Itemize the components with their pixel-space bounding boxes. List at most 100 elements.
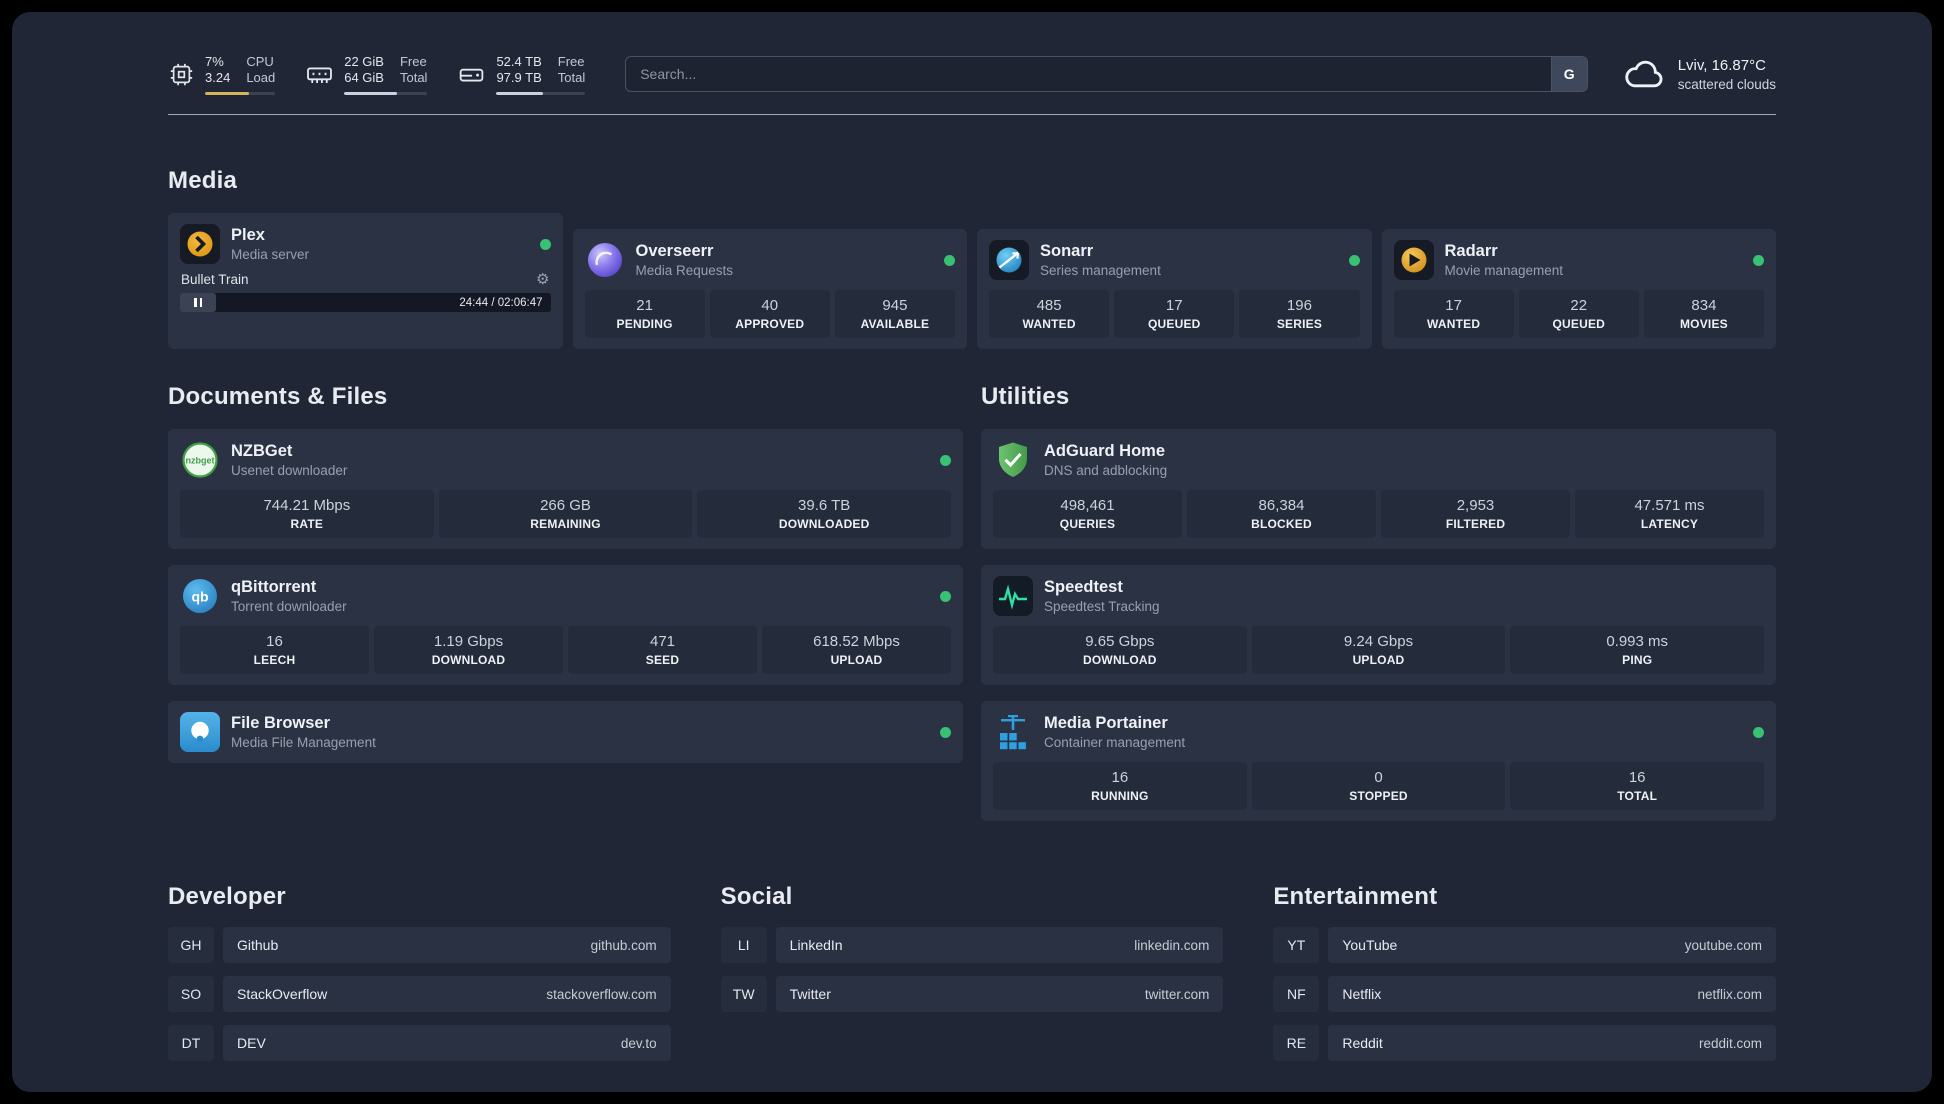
stat-value: 2,953 bbox=[1456, 497, 1495, 514]
cpu-metric: 7% 3.24 CPU Load bbox=[168, 53, 276, 95]
section-title-media: Media bbox=[168, 167, 238, 194]
app-name: qBittorrent bbox=[231, 578, 317, 596]
stat-label: UPLOAD bbox=[1352, 653, 1405, 667]
dashboard-screen: 7% 3.24 CPU Load bbox=[12, 12, 1932, 1092]
stat-label: TOTAL bbox=[1617, 789, 1658, 803]
svg-text:nzbget: nzbget bbox=[186, 456, 215, 466]
stat-label: LEECH bbox=[253, 653, 296, 667]
ram-free-label: Free bbox=[399, 53, 427, 69]
stat-value: 471 bbox=[649, 633, 676, 650]
bookmark-abbr: DT bbox=[168, 1025, 214, 1061]
speedtest-icon bbox=[993, 576, 1033, 616]
bookmark-linkedin[interactable]: LI LinkedIn linkedin.com bbox=[720, 927, 1224, 963]
bookmark-abbr: RE bbox=[1273, 1025, 1320, 1061]
stat-label: AVAILABLE bbox=[860, 317, 930, 331]
stat-value: 9.24 Gbps bbox=[1343, 633, 1414, 650]
stat-label: UPLOAD bbox=[830, 653, 883, 667]
topbar-divider bbox=[168, 114, 1776, 115]
app-card-nzbget[interactable]: nzbget NZBGet Usenet downloader 744.21 M… bbox=[168, 429, 963, 549]
stat-box: 86,384 BLOCKED bbox=[1187, 490, 1376, 538]
bookmark-name: StackOverflow bbox=[237, 986, 328, 1002]
stat-box: 39.6 TB DOWNLOADED bbox=[697, 490, 952, 538]
app-card-adguard[interactable]: AdGuard Home DNS and adblocking 498,461 … bbox=[981, 429, 1776, 549]
app-card-qbittorrent[interactable]: qb qBittorrent Torrent downloader 16 LEE… bbox=[168, 565, 963, 685]
stat-box: 16 LEECH bbox=[180, 626, 369, 674]
media-card-row: Plex Media server Bullet Train ⚙ 24:44 /… bbox=[168, 213, 1776, 349]
now-playing-title: Bullet Train bbox=[181, 272, 249, 287]
stat-box: 471 SEED bbox=[568, 626, 757, 674]
app-name: Sonarr bbox=[1040, 242, 1094, 260]
stat-box: 17 QUEUED bbox=[1114, 290, 1235, 338]
stat-value: 834 bbox=[1691, 297, 1717, 314]
status-indicator bbox=[1753, 726, 1764, 738]
app-name: Radarr bbox=[1444, 242, 1498, 260]
pause-icon[interactable] bbox=[180, 293, 216, 312]
search-engine-button[interactable]: G bbox=[1550, 57, 1587, 91]
app-subtitle: Media Requests bbox=[635, 263, 734, 278]
weather-location: Lviv, 16.87°C bbox=[1677, 56, 1766, 74]
bookmark-github[interactable]: GH Github github.com bbox=[168, 927, 671, 963]
stat-box: 40 APPROVED bbox=[709, 290, 830, 338]
app-subtitle: Usenet downloader bbox=[231, 463, 348, 478]
sonarr-icon bbox=[989, 240, 1029, 280]
stat-label: WANTED bbox=[1426, 317, 1481, 331]
app-card-sonarr[interactable]: Sonarr Series management 485 WANTED 17 Q… bbox=[977, 229, 1372, 349]
bookmark-name: Github bbox=[237, 937, 279, 953]
gear-icon[interactable]: ⚙ bbox=[536, 271, 550, 288]
bookmark-abbr: GH bbox=[168, 927, 214, 963]
disk-usage-bar bbox=[496, 91, 586, 95]
app-card-plex[interactable]: Plex Media server Bullet Train ⚙ 24:44 /… bbox=[168, 213, 563, 349]
status-indicator bbox=[940, 726, 951, 738]
bookmark-netflix[interactable]: NF Netflix netflix.com bbox=[1273, 976, 1776, 1012]
app-card-radarr[interactable]: Radarr Movie management 17 WANTED 22 QUE… bbox=[1381, 229, 1776, 349]
stat-box: 498,461 QUERIES bbox=[993, 490, 1182, 538]
stat-label: DOWNLOADED bbox=[778, 517, 870, 531]
bookmark-name: DEV bbox=[237, 1035, 266, 1051]
stat-value: 498,461 bbox=[1060, 497, 1115, 514]
bookmark-abbr: YT bbox=[1273, 927, 1320, 963]
stat-label: SERIES bbox=[1276, 317, 1323, 331]
disk-metric: 52.4 TB 97.9 TB Free Total bbox=[457, 53, 586, 95]
stat-value: 744.21 Mbps bbox=[263, 497, 351, 514]
app-subtitle: Container management bbox=[1044, 735, 1186, 750]
bookmark-youtube[interactable]: YT YouTube youtube.com bbox=[1273, 927, 1776, 963]
app-card-filebrowser[interactable]: File Browser Media File Management bbox=[168, 701, 963, 763]
chip-icon bbox=[170, 63, 193, 85]
disk-free-label: Free bbox=[557, 53, 585, 69]
stat-label: STOPPED bbox=[1349, 789, 1408, 803]
stat-value: 40 bbox=[761, 297, 779, 314]
stat-label: DOWNLOAD bbox=[431, 653, 506, 667]
bookmark-reddit[interactable]: RE Reddit reddit.com bbox=[1273, 1025, 1776, 1061]
cpu-usage-value: 7% bbox=[205, 53, 224, 69]
stat-box: 744.21 Mbps RATE bbox=[180, 490, 434, 538]
playback-progress-bar[interactable]: 24:44 / 02:06:47 bbox=[180, 293, 551, 312]
bookmark-url: reddit.com bbox=[1698, 1035, 1762, 1051]
stat-box: 0 STOPPED bbox=[1251, 762, 1506, 810]
bookmark-twitter[interactable]: TW Twitter twitter.com bbox=[720, 976, 1224, 1012]
bookmark-group-title: Developer bbox=[168, 883, 286, 910]
stat-value: 86,384 bbox=[1258, 497, 1305, 514]
search-input[interactable] bbox=[626, 57, 1551, 91]
bookmark-url: stackoverflow.com bbox=[546, 986, 657, 1002]
stat-label: QUEUED bbox=[1552, 317, 1606, 331]
bookmark-name: YouTube bbox=[1342, 937, 1398, 953]
stat-value: 196 bbox=[1286, 297, 1312, 314]
stat-box: 0.993 ms PING bbox=[1510, 626, 1765, 674]
stat-box: 47.571 ms LATENCY bbox=[1575, 490, 1764, 538]
stat-value: 0.993 ms bbox=[1606, 633, 1669, 650]
stat-box: 618.52 Mbps UPLOAD bbox=[762, 626, 951, 674]
bookmark-stackoverflow[interactable]: SO StackOverflow stackoverflow.com bbox=[168, 976, 671, 1012]
bookmark-url: github.com bbox=[590, 937, 657, 953]
stat-label: PENDING bbox=[616, 317, 673, 331]
bookmark-url: linkedin.com bbox=[1134, 937, 1210, 953]
stat-label: DOWNLOAD bbox=[1083, 653, 1157, 667]
stat-label: MOVIES bbox=[1679, 317, 1728, 331]
app-subtitle: Speedtest Tracking bbox=[1044, 599, 1160, 614]
bookmark-dev[interactable]: DT DEV dev.to bbox=[168, 1025, 671, 1061]
app-card-overseerr[interactable]: Overseerr Media Requests 21 PENDING 40 A… bbox=[572, 229, 967, 349]
app-card-portainer[interactable]: Media Portainer Container management 16 … bbox=[981, 701, 1776, 821]
app-card-speedtest[interactable]: Speedtest Speedtest Tracking 9.65 Gbps D… bbox=[981, 565, 1776, 685]
stat-label: FILTERED bbox=[1445, 517, 1506, 531]
bookmark-abbr: NF bbox=[1273, 976, 1320, 1012]
playback-time: 24:44 / 02:06:47 bbox=[459, 296, 543, 309]
